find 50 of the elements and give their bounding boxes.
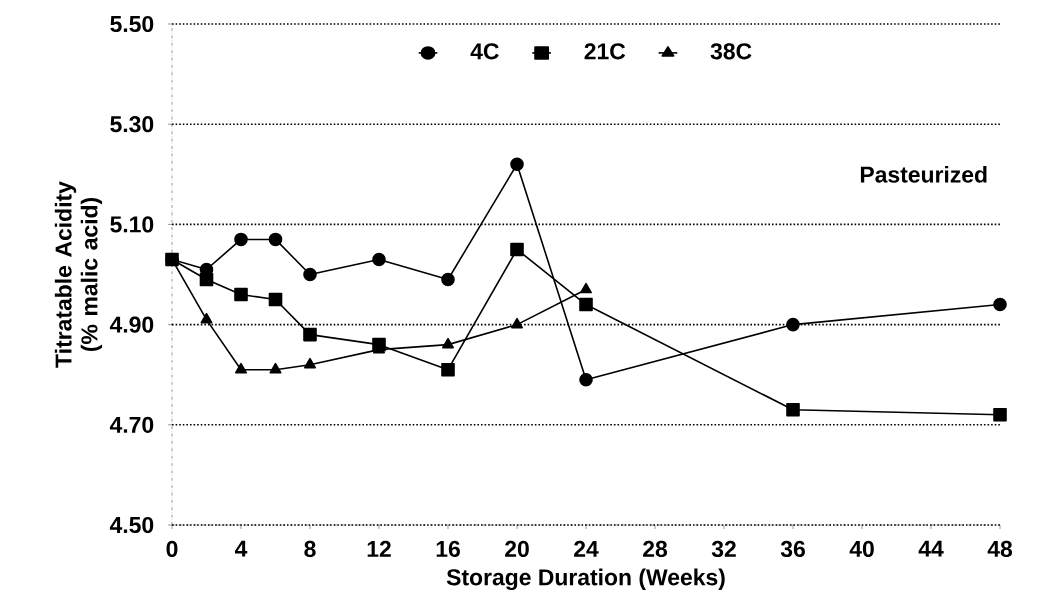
point [579,372,593,387]
point [303,327,317,342]
point [511,317,523,329]
y-axis-title: Titratable Acidity (% malic acid) [54,181,103,368]
point [786,317,800,332]
x-tick-label: 24 [574,540,599,557]
point [235,362,247,374]
x-tick-label: 32 [711,540,736,558]
point [269,362,282,374]
x-tick-label: 40 [849,540,874,558]
x-tick-label: 16 [436,540,460,558]
x-tick-label: 36 [780,540,805,558]
point [510,242,524,257]
point [786,402,800,417]
legend-label: 38C [710,43,752,60]
point [993,407,1007,422]
x-tick-label: 44 [918,540,944,557]
x-tick-label: 20 [505,540,529,558]
y-tick-label: 5.10 [110,216,154,233]
legend-label: 21C [584,43,626,60]
x-axis-title: Storage Duration (Weeks) [446,568,725,591]
point [579,297,593,312]
x-tick-label: 0 [166,540,178,558]
y-tick-label: 4.70 [109,416,154,433]
point [441,272,455,287]
point [234,232,248,247]
point [200,312,213,324]
x-tick-label: 48 [987,540,1013,558]
point [268,232,283,247]
point [199,272,214,287]
y-tick-label: 5.50 [110,15,154,33]
annotation: Pasteurized [860,165,987,183]
point [993,297,1007,312]
point [372,252,386,267]
x-tick-label: 28 [643,540,668,558]
legend-label: 4C [470,43,499,60]
y-tick-label: 4.90 [109,316,154,333]
point [303,267,317,282]
point [234,287,248,302]
y-tick-label: 4.50 [109,516,154,534]
point [580,282,592,294]
x-tick-label: 8 [304,540,316,558]
point [510,157,524,172]
point [304,357,316,369]
point [441,362,455,377]
x-tick-label: 4 [234,540,248,557]
point [442,337,454,349]
y-tick-label: 5.30 [110,116,154,133]
point [268,292,283,307]
x-tick-label: 12 [367,540,391,557]
